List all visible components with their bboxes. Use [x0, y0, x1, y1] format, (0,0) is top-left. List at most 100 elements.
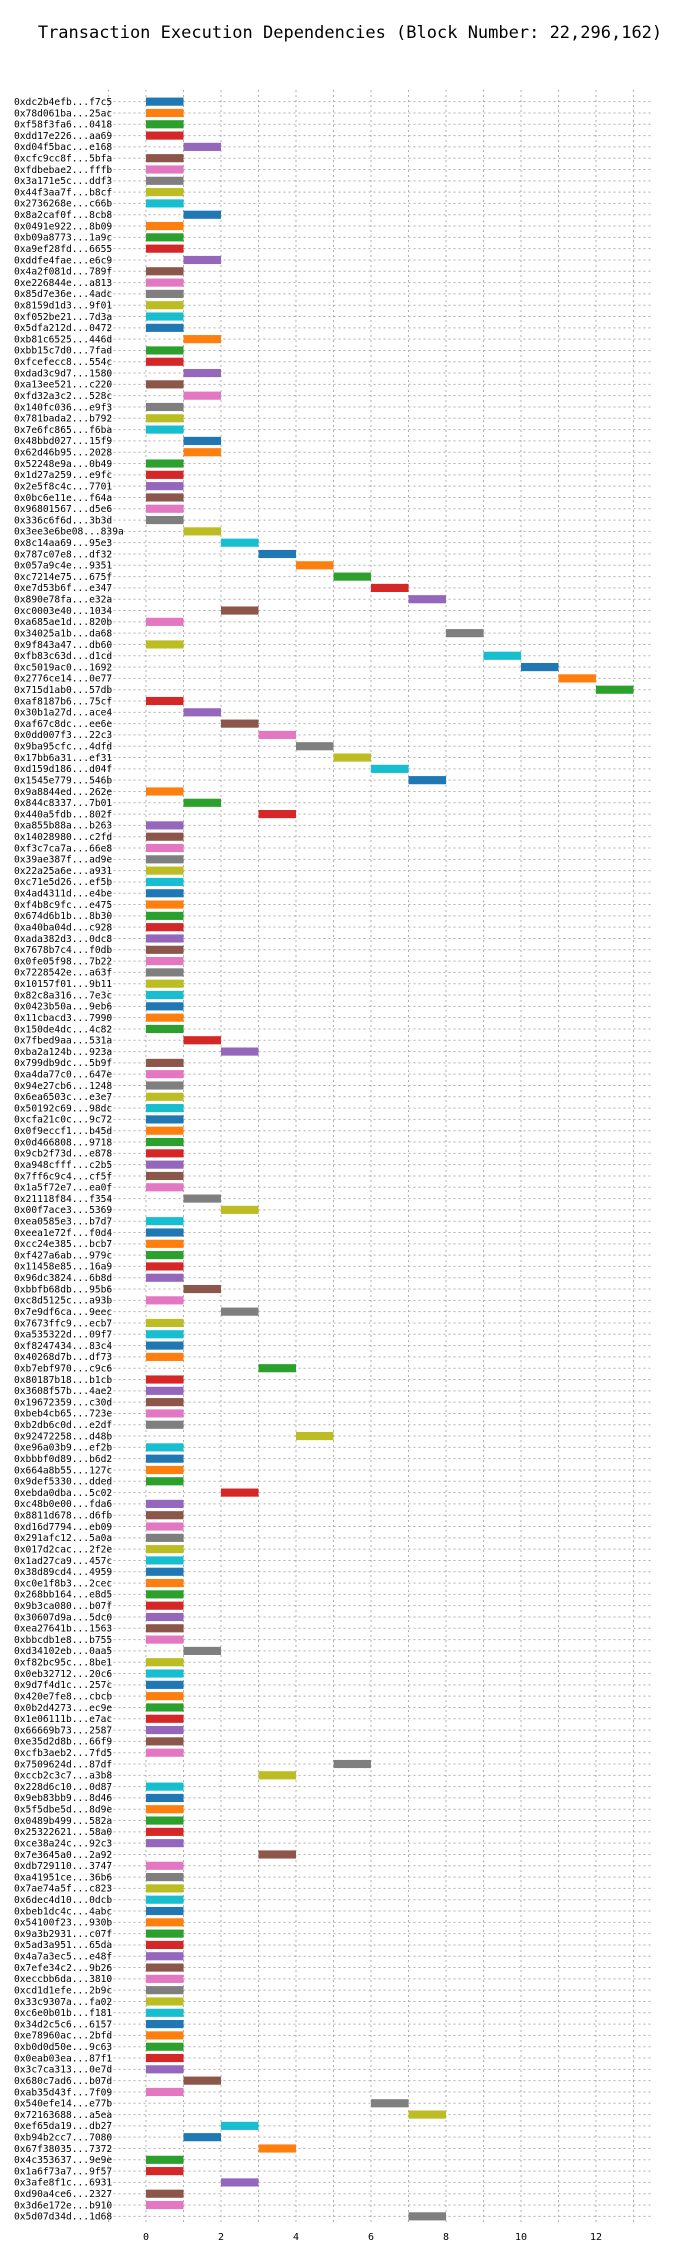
y-tick-label: 0x50192c69...98dc: [14, 1103, 112, 1114]
y-tick-label: 0x7efe34c2...9b26: [14, 1963, 112, 1974]
transaction-bar: [146, 1217, 184, 1226]
transaction-bar: [146, 832, 184, 841]
transaction-bar: [146, 696, 184, 706]
transaction-bar: [183, 142, 221, 151]
transaction-bar: [146, 1499, 184, 1508]
y-tick-label: 0x3ee3e6be08...839a: [14, 527, 124, 538]
y-tick-label: 0xb0d0d50e...9c63: [14, 2042, 112, 2053]
y-tick-label: 0x21118f84...f354: [14, 1194, 112, 1205]
transaction-bar: [221, 2121, 259, 2130]
y-tick-label: 0xfb83c63d...d1cd: [14, 651, 112, 662]
transaction-bar: [258, 2144, 296, 2153]
transaction-bar: [146, 323, 184, 332]
transaction-bar: [146, 154, 184, 163]
transaction-bar: [146, 1296, 184, 1305]
y-tick-label: 0x9def5330...dded: [14, 1477, 112, 1488]
y-tick-label: 0x1d27a259...e9fc: [14, 470, 112, 481]
transaction-bar: [183, 255, 221, 265]
transaction-bar: [146, 1160, 184, 1169]
transaction-bar: [146, 1171, 184, 1181]
y-tick-label: 0x1a6f73a7...9f57: [14, 2166, 112, 2177]
transaction-bar: [221, 538, 259, 547]
y-tick-label: 0x0489b499...582a: [14, 1816, 112, 1827]
transaction-bar: [146, 221, 184, 231]
transaction-bar: [146, 855, 184, 864]
y-tick-label: 0x0dd007f3...22c3: [14, 730, 112, 741]
transaction-bar: [183, 335, 221, 344]
y-tick-label: 0x9b3ca080...b07f: [14, 1601, 112, 1612]
y-tick-label: 0x2736268e...c66b: [14, 199, 112, 210]
y-tick-label: 0x72163688...a5ea: [14, 2110, 112, 2121]
y-tick-label: 0xaf67c8dc...ee6e: [14, 719, 112, 730]
y-tick-label: 0x4ad4311d...e4be: [14, 889, 112, 900]
transaction-bar: [371, 2099, 409, 2108]
transaction-bar: [146, 1522, 184, 1531]
transaction-bar: [221, 1488, 259, 1497]
transaction-bar: [146, 2053, 184, 2063]
transaction-bar: [146, 1058, 184, 1067]
transaction-bar: [146, 493, 184, 502]
transaction-bar: [146, 1703, 184, 1712]
y-tick-label: 0x799db9dc...5b9f: [14, 1058, 112, 1069]
transaction-bar: [146, 380, 184, 389]
transaction-bar: [146, 1398, 184, 1407]
transaction-bar: [146, 1262, 184, 1271]
y-tick-label: 0x2776ce14...0e77: [14, 674, 112, 685]
y-tick-label: 0xb2db6c0d...e2df: [14, 1420, 112, 1431]
y-tick-label: 0xdb729110...3747: [14, 1861, 112, 1872]
y-tick-label: 0x9f843a47...db60: [14, 640, 112, 651]
y-tick-label: 0x8c14aa69...95e3: [14, 538, 112, 549]
transaction-bar: [221, 1307, 259, 1316]
y-tick-label: 0xf3c7ca7a...66e8: [14, 843, 112, 854]
transaction-bar: [146, 1624, 184, 1633]
transaction-bar: [146, 1895, 184, 1904]
transaction-bar: [146, 1884, 184, 1893]
transaction-bar: [146, 1511, 184, 1520]
transaction-bar: [258, 1364, 296, 1373]
transaction-bar: [146, 787, 184, 796]
y-tick-label: 0x66669b73...2587: [14, 1725, 112, 1736]
y-tick-label: 0xd34102eb...0aa5: [14, 1646, 112, 1657]
y-tick-label: 0xf8247434...83c4: [14, 1341, 112, 1352]
y-tick-label: 0x017d2cac...2f2e: [14, 1544, 112, 1555]
y-tick-label: 0x0eb32712...20c6: [14, 1669, 112, 1680]
transaction-bar: [146, 1533, 184, 1542]
y-tick-label: 0x440a5fdb...802f: [14, 809, 112, 820]
y-tick-label: 0x3afe8f1c...6931: [14, 2178, 112, 2189]
y-tick-label: 0x057a9c4e...9351: [14, 561, 112, 572]
y-tick-label: 0x8811d678...d6fb: [14, 1511, 112, 1522]
y-tick-label: 0x92472258...d48b: [14, 1431, 112, 1442]
y-tick-label: 0xbbbf0d89...b6d2: [14, 1454, 112, 1465]
transaction-bar: [146, 2008, 184, 2017]
transaction-bar: [183, 2133, 221, 2142]
y-tick-label: 0xbbfb68db...95b6: [14, 1284, 112, 1295]
transaction-bar: [146, 233, 184, 242]
y-tick-label: 0x17bb6a31...ef31: [14, 753, 112, 764]
transaction-bar: [221, 1047, 259, 1056]
transaction-bar: [146, 504, 184, 513]
transaction-bar: [146, 1963, 184, 1972]
y-tick-label: 0x1e06111b...e7ac: [14, 1714, 112, 1725]
x-tick-label: 12: [590, 2232, 602, 2243]
x-tick-label: 4: [293, 2232, 299, 2243]
y-tick-label: 0x268bb164...e8d5: [14, 1590, 112, 1601]
transaction-bar: [146, 1251, 184, 1260]
y-tick-label: 0x54100f23...930b: [14, 1918, 112, 1929]
transaction-bar: [146, 1318, 184, 1328]
transaction-bar: [146, 1748, 184, 1757]
y-tick-label: 0x5f5dbe5d...8d9e: [14, 1805, 112, 1816]
y-tick-label: 0xc5019ac0...1692: [14, 662, 112, 673]
y-tick-label: 0x11458e85...16a9: [14, 1262, 112, 1273]
y-tick-label: 0xc0003e40...1034: [14, 606, 112, 617]
y-tick-label: 0x0423b50a...9eb6: [14, 1002, 112, 1013]
y-tick-label: 0x5dfa212d...0472: [14, 323, 112, 334]
y-tick-label: 0xb81c6525...446d: [14, 334, 112, 345]
y-tick-label: 0x96801567...d5e6: [14, 504, 112, 515]
y-tick-label: 0xdad3c9d7...1580: [14, 368, 112, 379]
y-tick-label: 0xd04f5bac...e168: [14, 142, 112, 153]
y-tick-label: 0x78d061ba...25ac: [14, 108, 112, 119]
transaction-bar: [146, 515, 184, 525]
y-tick-label: 0x94e27cb6...1248: [14, 1081, 112, 1092]
y-tick-label: 0xe7d53b6f...e347: [14, 583, 112, 594]
transaction-bar: [146, 2065, 184, 2074]
